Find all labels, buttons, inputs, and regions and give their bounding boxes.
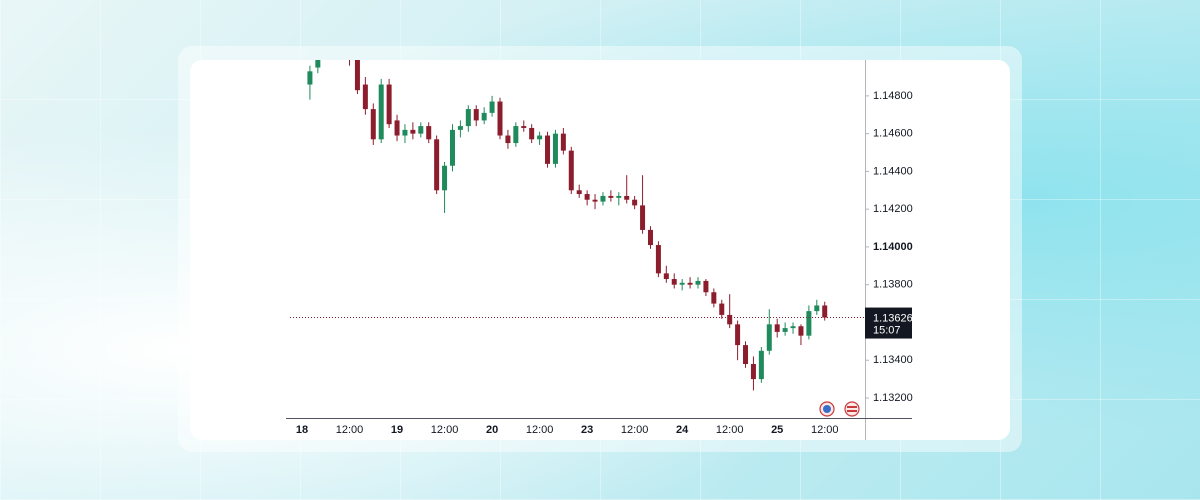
candle-body xyxy=(750,363,756,380)
candle-body xyxy=(790,326,796,329)
countdown-label: 15:07 xyxy=(873,324,901,336)
y-tick-label: 1.14400 xyxy=(873,165,913,177)
candle-body xyxy=(552,133,558,164)
candle-body xyxy=(806,311,812,336)
candle-body xyxy=(774,324,780,332)
candle-body xyxy=(727,314,733,325)
x-tick-label: 24 xyxy=(676,424,689,436)
x-tick-label: 18 xyxy=(296,424,308,436)
event-icon-inner xyxy=(847,410,857,412)
candle-body xyxy=(434,139,440,191)
candle-body xyxy=(766,324,772,351)
candle-body xyxy=(521,126,527,128)
candle-body xyxy=(822,305,828,318)
candle-body xyxy=(386,84,392,125)
candle-body xyxy=(394,120,400,136)
candle-body xyxy=(679,282,685,285)
candle-body xyxy=(307,71,313,85)
candle-body xyxy=(354,60,360,91)
y-tick-label: 1.13800 xyxy=(873,279,913,291)
candle-body xyxy=(402,129,408,136)
x-tick-label: 12:00 xyxy=(811,424,839,436)
x-tick-label: 19 xyxy=(391,424,403,436)
candle-body xyxy=(418,126,424,134)
candle-body xyxy=(331,39,336,45)
candle-body xyxy=(442,165,448,191)
candle-body xyxy=(465,109,471,127)
candle-body xyxy=(608,195,614,198)
y-tick-label: 1.14200 xyxy=(873,203,913,215)
candle-body xyxy=(362,84,368,110)
candle-body xyxy=(640,205,646,230)
candle-body xyxy=(481,112,487,121)
candle-body xyxy=(537,135,543,140)
candle-body xyxy=(568,150,574,191)
candle-body xyxy=(449,129,455,166)
candle-body xyxy=(616,195,622,198)
x-tick-label: 12:00 xyxy=(716,424,744,436)
event-icon-inner xyxy=(847,406,857,408)
y-tick-label: 1.13200 xyxy=(873,392,913,404)
candle-body xyxy=(695,280,701,285)
candle-body xyxy=(624,195,630,200)
x-tick-label: 23 xyxy=(581,424,593,436)
candle-body xyxy=(687,282,693,285)
candle-body xyxy=(782,328,788,332)
plot-area xyxy=(300,35,828,391)
candle-body xyxy=(758,350,764,380)
candle-body xyxy=(410,129,416,134)
candle-body xyxy=(473,109,479,121)
candle-body xyxy=(426,126,432,140)
candle-body xyxy=(592,199,598,202)
x-tick-label: 12:00 xyxy=(431,424,459,436)
candle-body xyxy=(300,35,305,43)
candle-body xyxy=(814,305,820,312)
event-icons xyxy=(819,401,860,417)
y-tick-label: 1.14600 xyxy=(873,128,913,140)
candle-body xyxy=(719,303,725,315)
last-price-box xyxy=(865,307,912,339)
candle-body xyxy=(315,60,321,68)
candle-body xyxy=(711,292,717,304)
candle-body xyxy=(576,190,582,195)
candle-body xyxy=(457,126,463,130)
candle-body xyxy=(703,280,709,293)
candle-body xyxy=(647,229,653,246)
candle-body xyxy=(600,195,606,202)
candle-body xyxy=(735,324,741,346)
candle-body xyxy=(529,127,535,140)
x-tick-label: 12:00 xyxy=(526,424,554,436)
x-tick-label: 20 xyxy=(486,424,498,436)
x-tick-label: 25 xyxy=(771,424,783,436)
candle-body xyxy=(489,101,495,113)
candle-body xyxy=(663,273,669,280)
candle-body xyxy=(798,326,804,336)
y-tick-label: 1.14000 xyxy=(873,241,913,253)
candle-body xyxy=(497,101,503,136)
y-tick-label: 1.14800 xyxy=(873,90,913,102)
candle-body xyxy=(505,135,511,144)
candle-body xyxy=(584,194,590,200)
x-tick-label: 12:00 xyxy=(336,424,364,436)
candle-body xyxy=(671,279,677,285)
candle-body xyxy=(370,109,376,140)
event-icon xyxy=(844,401,860,417)
x-tick-label: 12:00 xyxy=(621,424,649,436)
candle-body xyxy=(560,133,566,151)
candle-body xyxy=(655,245,661,274)
candle-body xyxy=(378,84,384,140)
y-tick-label: 1.13400 xyxy=(873,354,913,366)
candle-body xyxy=(545,135,551,164)
card xyxy=(190,60,1010,440)
candle-body xyxy=(743,345,749,364)
event-icon-inner xyxy=(823,405,831,413)
last-price-label: 1.13626 xyxy=(873,312,913,324)
candle-body xyxy=(513,126,519,144)
candle-body xyxy=(632,199,638,206)
